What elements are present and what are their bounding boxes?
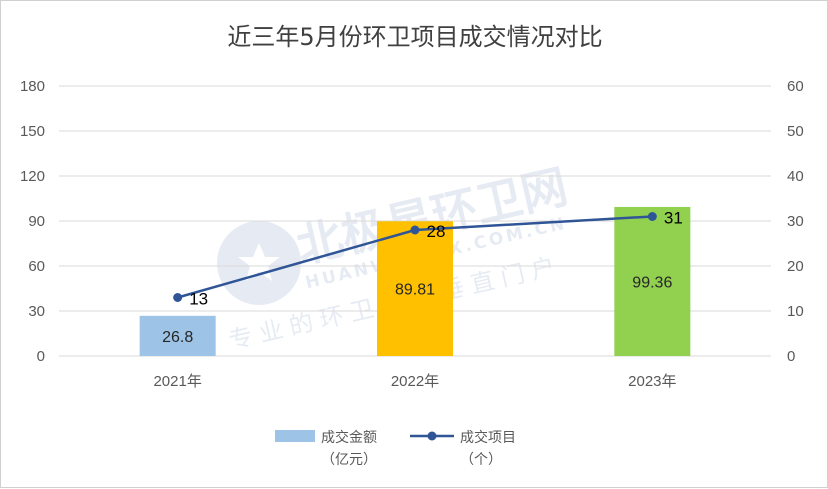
y-right-tick-label: 0 [787, 348, 795, 365]
legend-line-label-line1: 成交项目 [460, 429, 516, 446]
line-point [173, 293, 183, 302]
y-right-tick-label: 20 [787, 258, 804, 275]
bar-data-label: 26.8 [162, 329, 193, 346]
star-globe-icon [217, 221, 301, 305]
y-right-tick-label: 60 [787, 78, 804, 95]
bar [377, 221, 453, 356]
legend: 成交金额 （亿元） 成交项目 （个） [275, 429, 516, 468]
y-left-tick-label: 30 [28, 303, 45, 320]
x-axis: 2021年 2022年 2023年 [153, 373, 676, 390]
bar-series: 26.8 89.81 99.36 [139, 206, 691, 356]
y-left-tick-label: 150 [20, 123, 45, 140]
y-right-tick-label: 50 [787, 123, 804, 140]
line-point [647, 212, 657, 221]
y-left-tick-label: 180 [20, 78, 45, 95]
bar [614, 206, 691, 356]
bar [139, 315, 216, 356]
legend-bar-swatch [275, 430, 315, 442]
legend-bar-label-line1: 成交金额 [321, 429, 377, 446]
right-axis: 0 10 20 30 40 50 60 [787, 78, 804, 365]
left-axis: 0 30 60 90 120 150 180 [20, 78, 45, 365]
line-point [410, 225, 420, 235]
y-right-tick-label: 10 [787, 303, 804, 320]
chart-title: 近三年5月份环卫项目成交情况对比 [227, 23, 602, 51]
x-tick-label: 2021年 [153, 373, 201, 390]
bar-data-label: 99.36 [632, 274, 672, 291]
line-data-label: 13 [189, 290, 208, 309]
y-right-tick-label: 30 [787, 213, 804, 230]
y-left-tick-label: 60 [28, 258, 45, 275]
legend-line-marker [427, 431, 437, 441]
line-data-label: 31 [664, 209, 683, 228]
legend-bar-label-line2: （亿元） [321, 452, 377, 468]
y-left-tick-label: 90 [28, 213, 45, 230]
y-left-tick-label: 0 [37, 348, 45, 365]
x-tick-label: 2022年 [391, 373, 439, 390]
legend-line-label-line2: （个） [460, 452, 502, 468]
line-series: 13 28 31 [173, 209, 683, 309]
line-data-label: 28 [427, 222, 446, 241]
y-right-tick-label: 40 [787, 168, 804, 185]
bar-data-label: 89.81 [395, 282, 435, 299]
y-left-tick-label: 120 [20, 168, 45, 185]
x-tick-label: 2023年 [628, 373, 676, 390]
